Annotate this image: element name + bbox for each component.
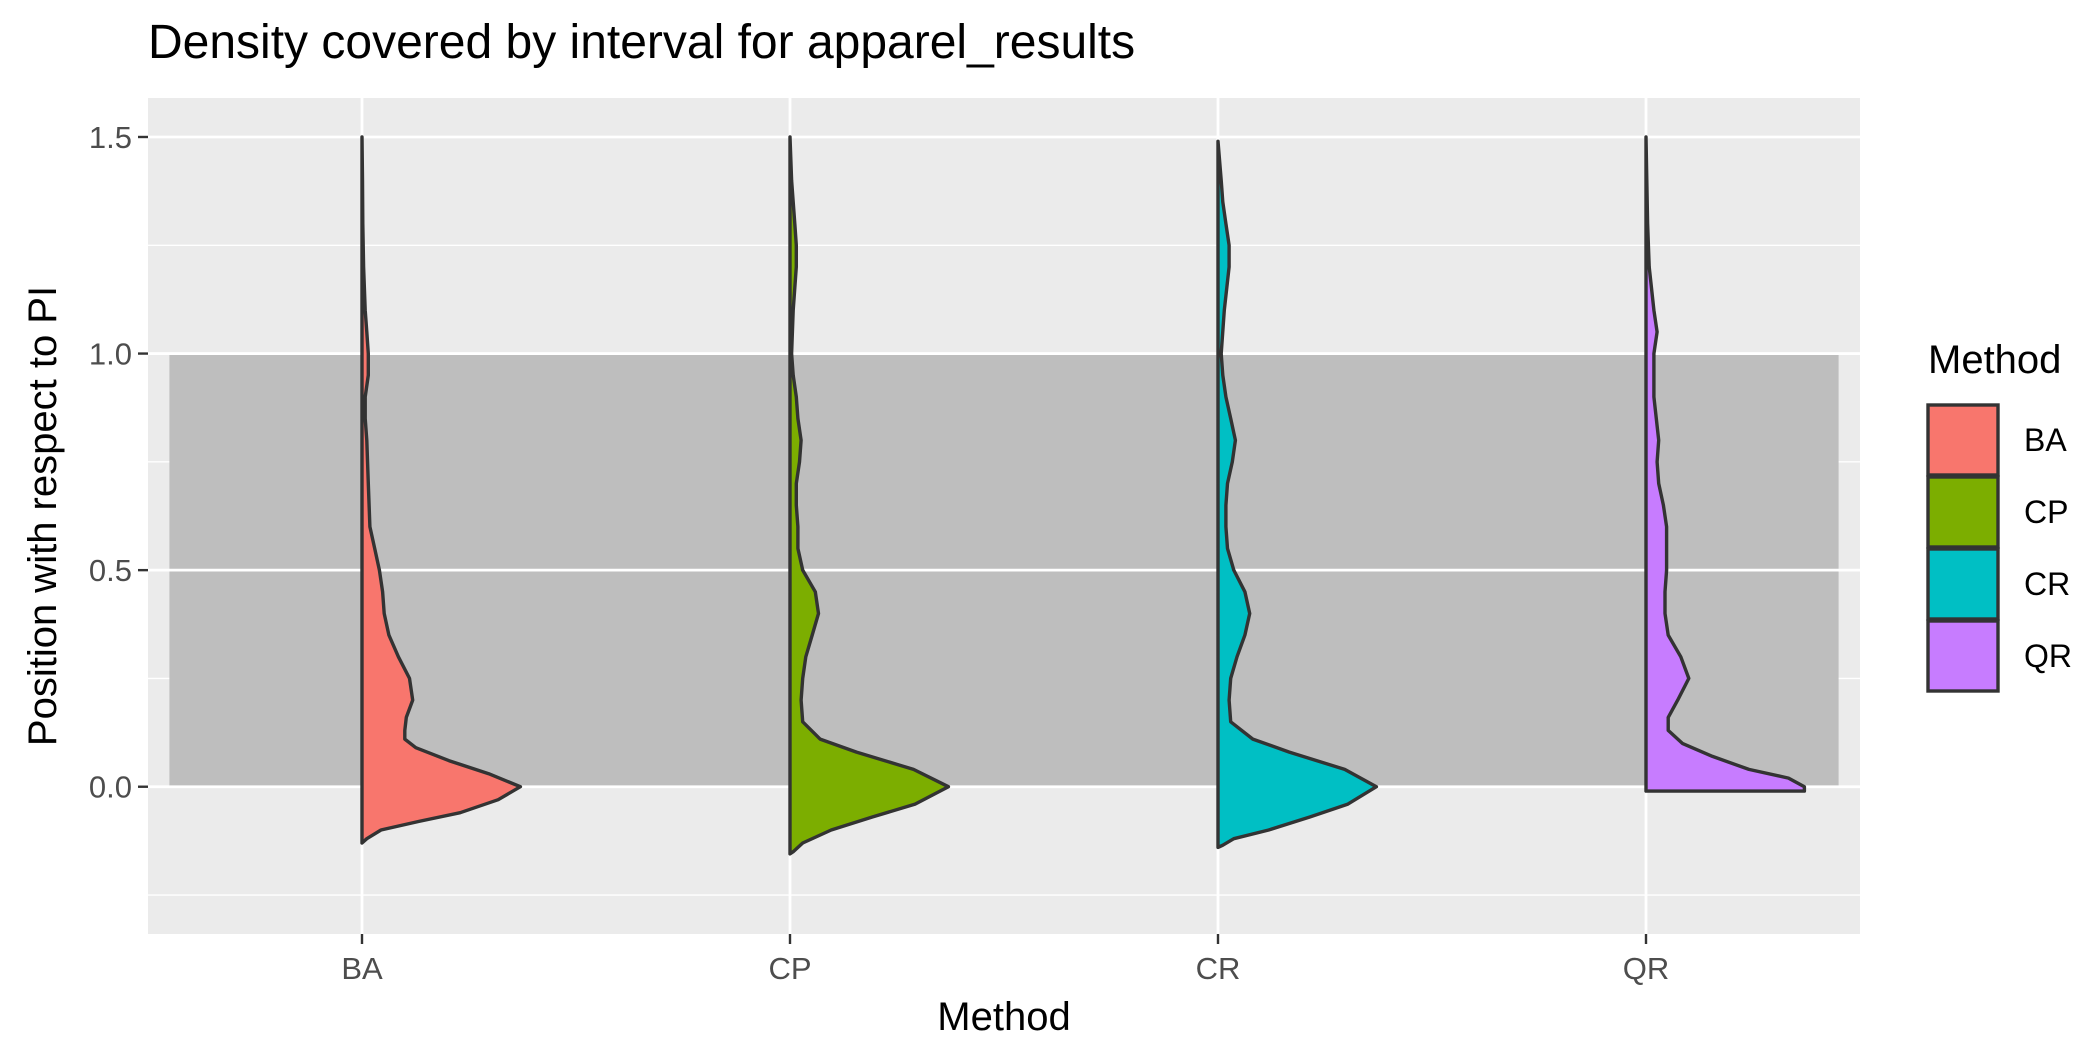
y-tick-label: 1.5 — [89, 120, 132, 155]
x-tick-label: QR — [1623, 951, 1670, 986]
legend-label-cp: CP — [2024, 494, 2068, 530]
legend-key-cr — [1926, 547, 2000, 621]
x-tick-label: CP — [768, 951, 811, 986]
legend-key-qr — [1926, 619, 2000, 693]
legend-title: Method — [1928, 338, 2061, 382]
legend-key-cp — [1926, 475, 2000, 549]
y-axis: 0.0 0.5 1.0 1.5 — [89, 120, 148, 805]
y-axis-title: Position with respect to PI — [21, 286, 65, 746]
legend-label-qr: QR — [2024, 638, 2072, 674]
violins — [360, 135, 1807, 856]
x-tick-label: CR — [1196, 951, 1241, 986]
x-axis-title: Method — [937, 995, 1070, 1039]
violin-qr — [1644, 135, 1807, 793]
y-tick-label: 0.0 — [89, 770, 132, 805]
violin-ba — [360, 135, 523, 845]
y-tick-label: 1.0 — [89, 337, 132, 372]
violin-cp — [788, 135, 951, 856]
y-tick-label: 0.5 — [89, 553, 132, 588]
violin-cr — [1216, 139, 1379, 850]
x-axis: BA CP CR QR — [341, 934, 1669, 986]
legend-key-ba — [1926, 403, 2000, 477]
chart-title: Density covered by interval for apparel_… — [148, 16, 1135, 69]
legend-label-cr: CR — [2024, 566, 2070, 602]
legend-label-ba: BA — [2024, 422, 2067, 458]
legend: Method BA CP CR QR — [1926, 338, 2072, 693]
x-tick-label: BA — [341, 951, 383, 986]
